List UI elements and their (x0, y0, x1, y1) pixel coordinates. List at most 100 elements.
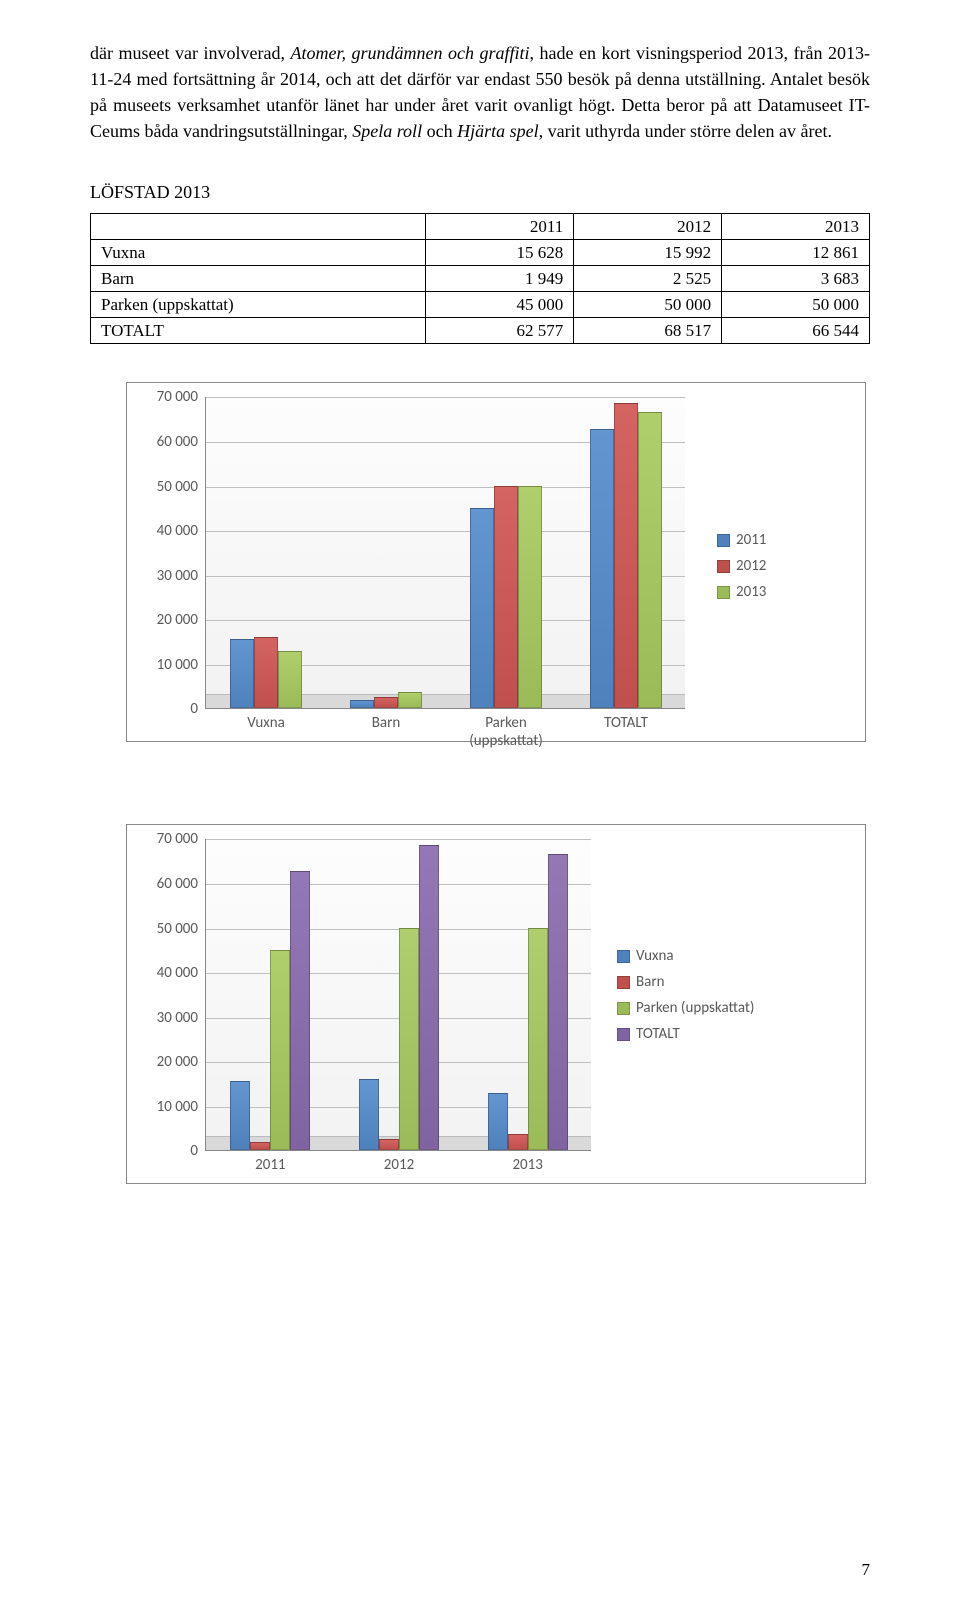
x-axis-label: Barn (372, 708, 400, 732)
table-row: Barn1 9492 5253 683 (91, 266, 870, 292)
gridline (206, 884, 591, 885)
y-axis-label: 30 000 (157, 1009, 206, 1027)
bar (590, 429, 614, 708)
table-header-cell: 2011 (426, 214, 574, 240)
plot-area: 010 00020 00030 00040 00050 00060 00070 … (205, 397, 685, 709)
table-header-cell (91, 214, 426, 240)
legend-item: 2013 (717, 583, 766, 601)
legend-label: Vuxna (636, 947, 674, 965)
table-cell: 15 628 (426, 240, 574, 266)
bar (290, 871, 310, 1150)
table-cell: Barn (91, 266, 426, 292)
chart-by-category: 0 10 000 20 000 30 000 40 000 50 000 60 000 70 … (126, 382, 866, 792)
table-cell: 3 683 (722, 266, 870, 292)
bar (398, 692, 422, 708)
bar (508, 1134, 528, 1150)
legend-item: 2011 (717, 531, 766, 549)
table-cell: 12 861 (722, 240, 870, 266)
table-cell: 68 517 (574, 318, 722, 344)
table-cell: 50 000 (722, 292, 870, 318)
legend-label: 2013 (736, 583, 766, 601)
italic-text: Hjärta spel (457, 121, 539, 141)
legend-label: Parken (uppskattat) (636, 999, 754, 1017)
y-axis-label: 70 000 (157, 830, 206, 848)
bar (270, 950, 290, 1151)
gridline (206, 839, 591, 840)
y-axis-label: 0 (190, 700, 206, 718)
legend-swatch (717, 560, 730, 573)
legend-swatch (717, 586, 730, 599)
text: , varit uthyrda under större delen av år… (539, 121, 832, 141)
legend-swatch (617, 1002, 630, 1015)
legend: 2011 2012 2013 (717, 531, 766, 609)
y-axis-label: 70 000 (157, 388, 206, 406)
table-cell: 62 577 (426, 318, 574, 344)
plot-area: 010 00020 00030 00040 00050 00060 00070 … (205, 839, 591, 1151)
text: och (422, 121, 457, 141)
bar (614, 403, 638, 708)
y-axis-label: 20 000 (157, 611, 206, 629)
y-axis-label: 10 000 (157, 656, 206, 674)
table-cell: 2 525 (574, 266, 722, 292)
x-axis-label: 2012 (384, 1150, 414, 1174)
bar (359, 1079, 379, 1150)
y-axis-label: 20 000 (157, 1053, 206, 1071)
legend-swatch (717, 534, 730, 547)
table-header-row: 201120122013 (91, 214, 870, 240)
bar (488, 1093, 508, 1150)
table-cell: 66 544 (722, 318, 870, 344)
y-axis-label: 30 000 (157, 567, 206, 585)
table-row: Vuxna15 62815 99212 861 (91, 240, 870, 266)
bar (518, 486, 542, 709)
table-row: Parken (uppskattat)45 00050 00050 000 (91, 292, 870, 318)
y-axis-label: 40 000 (157, 522, 206, 540)
legend-label: TOTALT (636, 1025, 680, 1043)
bar (350, 700, 374, 709)
intro-paragraph: där museet var involverad, Atomer, grund… (90, 40, 870, 144)
table-header-cell: 2012 (574, 214, 722, 240)
legend-swatch (617, 1028, 630, 1041)
table-cell: 45 000 (426, 292, 574, 318)
chart-by-year: 010 00020 00030 00040 00050 00060 00070 … (126, 824, 866, 1234)
bar (254, 637, 278, 708)
legend-item: Barn (617, 973, 754, 991)
x-axis-label: TOTALT (604, 708, 648, 732)
legend-swatch (617, 976, 630, 989)
bar (278, 651, 302, 708)
x-axis-label: Parken(uppskattat) (469, 708, 543, 750)
table-cell: Parken (uppskattat) (91, 292, 426, 318)
x-axis-label: 2011 (255, 1150, 285, 1174)
table-cell: 15 992 (574, 240, 722, 266)
legend-item: Vuxna (617, 947, 754, 965)
bar (230, 1081, 250, 1151)
y-axis-label: 50 000 (157, 478, 206, 496)
bar (528, 928, 548, 1151)
bar (374, 697, 398, 708)
bar (419, 845, 439, 1150)
bar (379, 1139, 399, 1150)
legend-item: 2012 (717, 557, 766, 575)
table-cell: 1 949 (426, 266, 574, 292)
x-axis-label: 2013 (512, 1150, 542, 1174)
bar (548, 854, 568, 1151)
bar (399, 928, 419, 1151)
table-header-cell: 2013 (722, 214, 870, 240)
bar (638, 412, 662, 709)
x-axis-label: Vuxna (247, 708, 285, 732)
legend-label: 2011 (736, 531, 766, 549)
legend-item: TOTALT (617, 1025, 754, 1043)
page-number: 7 (862, 1560, 871, 1580)
italic-text: Atomer, grundämnen och graffiti (290, 43, 529, 63)
legend-label: 2012 (736, 557, 766, 575)
gridline (206, 397, 685, 398)
chart-frame: 0 10 000 20 000 30 000 40 000 50 000 60 000 70 … (126, 382, 866, 742)
y-axis-label: 50 000 (157, 920, 206, 938)
section-title: LÖFSTAD 2013 (90, 182, 870, 203)
y-axis-label: 60 000 (157, 875, 206, 893)
bar (470, 508, 494, 709)
legend-item: Parken (uppskattat) (617, 999, 754, 1017)
table-row: TOTALT62 57768 51766 544 (91, 318, 870, 344)
data-table: 201120122013 Vuxna15 62815 99212 861Barn… (90, 213, 870, 344)
y-axis-label: 60 000 (157, 433, 206, 451)
chart-frame: 010 00020 00030 00040 00050 00060 00070 … (126, 824, 866, 1184)
